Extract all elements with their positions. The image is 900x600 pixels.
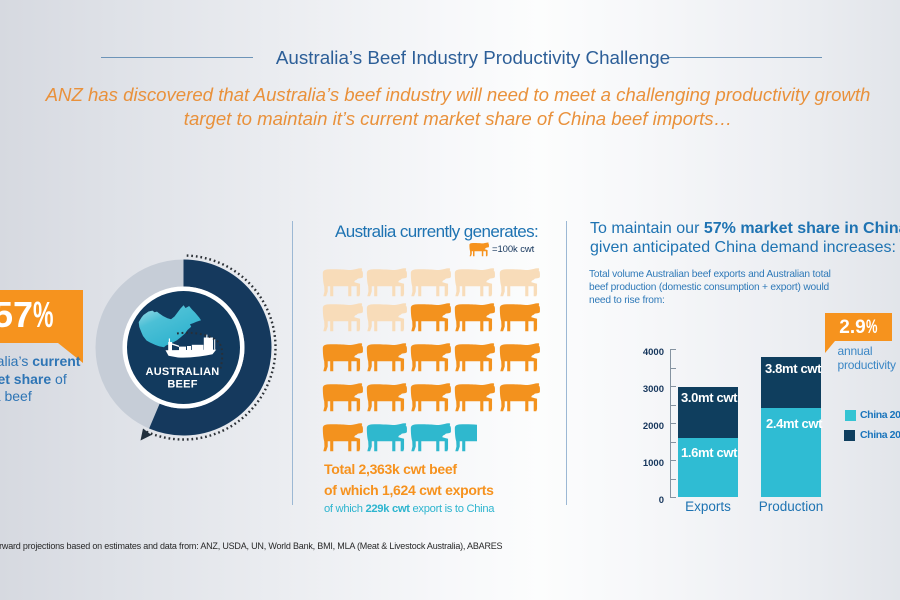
svg-text:BEEF: BEEF [167, 379, 197, 391]
svg-text:AUSTRALIAN: AUSTRALIAN [146, 366, 220, 378]
